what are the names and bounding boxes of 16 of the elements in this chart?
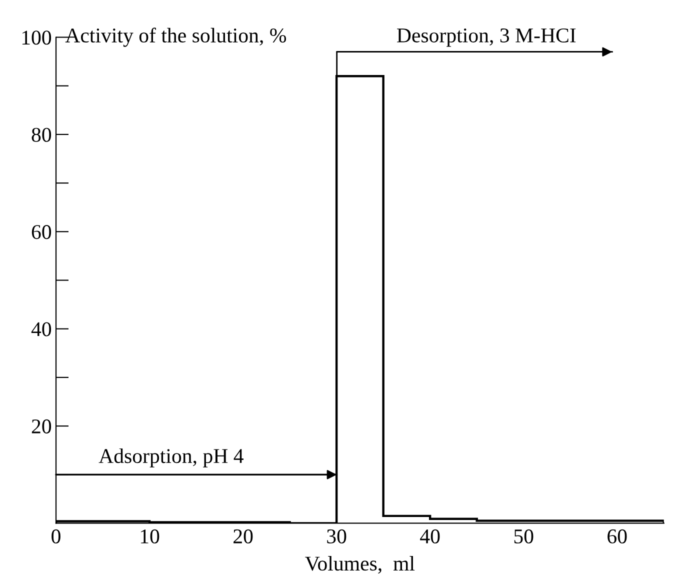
x-tick-label: 20 <box>234 529 253 544</box>
annotation: Adsorption, pH 4 <box>98 448 244 468</box>
y-tick-label: 20 <box>32 419 52 434</box>
y-tick-label: 60 <box>32 225 52 240</box>
x-tick-label: 40 <box>420 529 440 544</box>
y-tick-label: 80 <box>32 128 52 142</box>
x-tick-label: 30 <box>327 529 346 544</box>
y-axis-title: Activity of the solution, % <box>65 28 286 47</box>
annotation: Desorption, 3 M-HCI <box>397 28 576 47</box>
x-tick-label: 10 <box>140 529 160 544</box>
x-tick-label: 0 <box>52 529 60 544</box>
x-tick-label: 60 <box>608 529 627 544</box>
y-tick-label: 40 <box>31 322 52 336</box>
x-axis-title: Volumes, ml <box>305 556 415 574</box>
y-tick-label: 100 <box>22 30 52 45</box>
x-tick-label: 50 <box>514 529 534 544</box>
